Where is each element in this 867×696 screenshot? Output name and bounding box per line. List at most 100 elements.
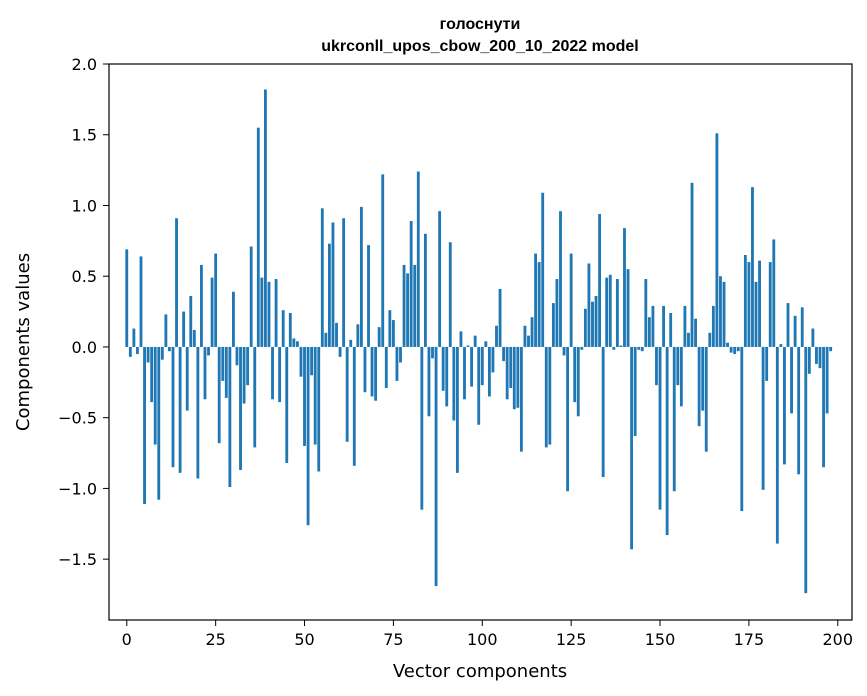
- bar: [388, 310, 392, 347]
- bar: [352, 346, 356, 466]
- bar: [569, 253, 573, 347]
- bar: [519, 346, 523, 452]
- bar: [399, 346, 402, 363]
- plot-frame: [108, 63, 853, 621]
- bar: [534, 253, 538, 347]
- bar: [615, 279, 619, 347]
- bar: [512, 346, 516, 410]
- bar: [790, 346, 793, 414]
- bar: [288, 313, 292, 347]
- bar: [516, 346, 520, 408]
- bar: [825, 346, 829, 414]
- bar: [637, 346, 641, 350]
- bar: [655, 346, 658, 386]
- bar: [125, 249, 129, 347]
- bar: [356, 324, 360, 347]
- bar: [679, 346, 683, 407]
- bar: [502, 346, 506, 362]
- bar: [377, 327, 381, 347]
- y-tick-label: 1.0: [72, 196, 97, 215]
- bar: [182, 311, 186, 347]
- bar: [729, 346, 733, 353]
- chart-subtitle: ukrconll_upos_cbow_200_10_2022 model: [321, 38, 638, 55]
- y-tick-label: −1.0: [58, 479, 97, 498]
- bar: [374, 346, 378, 401]
- bar: [566, 346, 570, 492]
- bar: [708, 332, 712, 347]
- bar: [761, 346, 765, 490]
- bar: [128, 346, 132, 357]
- bar: [633, 346, 637, 437]
- bar: [452, 346, 456, 421]
- bar: [274, 279, 278, 347]
- bar: [370, 346, 374, 397]
- bar: [260, 277, 264, 347]
- bar: [658, 346, 662, 510]
- bar: [722, 281, 726, 347]
- bar: [335, 322, 338, 347]
- bar: [256, 127, 260, 347]
- bar: [271, 346, 274, 400]
- bar: [815, 346, 818, 364]
- bar: [171, 346, 175, 468]
- bar: [690, 182, 694, 347]
- bar: [239, 346, 242, 471]
- bar: [363, 346, 367, 393]
- bar: [320, 208, 324, 347]
- bar: [359, 206, 363, 347]
- bar: [303, 346, 306, 446]
- bar: [327, 243, 331, 347]
- bar: [242, 346, 246, 404]
- bar: [548, 346, 552, 445]
- bar: [651, 305, 655, 347]
- bar: [647, 317, 651, 347]
- x-tick-label: 150: [645, 630, 676, 649]
- bar: [438, 211, 442, 347]
- bar: [150, 346, 154, 403]
- bar: [751, 187, 754, 347]
- bar: [644, 279, 648, 347]
- bar: [200, 264, 203, 347]
- bar: [672, 346, 676, 492]
- bar: [573, 346, 577, 403]
- bar: [555, 279, 559, 347]
- bar: [583, 308, 587, 347]
- bar: [267, 281, 271, 347]
- bar: [541, 192, 545, 347]
- bar: [342, 218, 346, 347]
- bar: [480, 346, 484, 386]
- bar: [523, 325, 527, 347]
- bar: [470, 346, 474, 387]
- x-tick-label: 200: [823, 630, 854, 649]
- bar: [313, 346, 317, 445]
- bar: [747, 262, 751, 347]
- bar: [605, 277, 609, 347]
- x-tick-label: 75: [383, 630, 403, 649]
- bar: [292, 338, 296, 347]
- bar: [406, 273, 410, 347]
- bar: [423, 233, 427, 347]
- bar: [822, 346, 825, 468]
- bar: [775, 346, 779, 544]
- bar: [491, 346, 495, 373]
- bar: [576, 346, 580, 417]
- bar: [619, 345, 623, 347]
- bar: [793, 315, 797, 347]
- bar: [736, 346, 740, 352]
- bar: [448, 242, 452, 347]
- x-tick-label: 125: [556, 630, 587, 649]
- bar: [395, 346, 399, 381]
- bar: [132, 328, 136, 347]
- x-tick-label: 0: [122, 630, 132, 649]
- bar: [317, 346, 321, 472]
- bar: [178, 346, 182, 473]
- bar: [146, 346, 150, 363]
- bar: [562, 346, 566, 356]
- bar: [665, 346, 669, 536]
- bar: [754, 281, 758, 347]
- bar: [185, 346, 189, 411]
- bar: [139, 256, 143, 347]
- bar: [640, 346, 644, 352]
- bar: [160, 346, 164, 360]
- y-tick-label: 0.5: [72, 267, 97, 286]
